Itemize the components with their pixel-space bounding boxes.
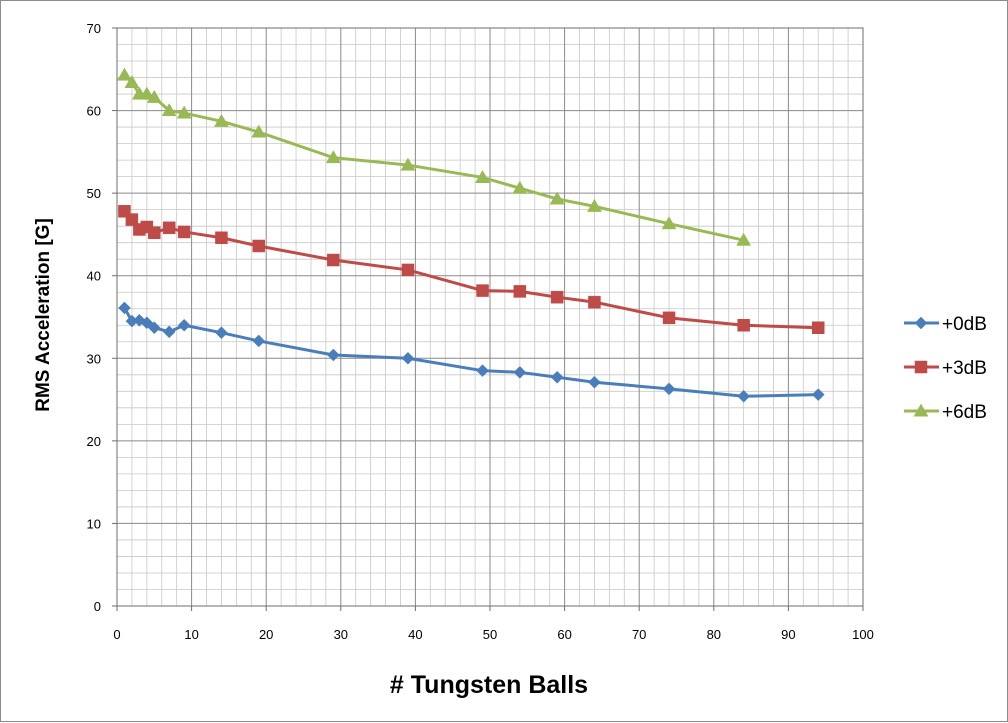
legend-label: +3dB <box>942 358 987 379</box>
x-tick-label: 50 <box>483 627 497 642</box>
x-tick-label: 20 <box>259 627 273 642</box>
data-point <box>214 113 229 127</box>
data-point <box>513 285 527 298</box>
data-point <box>118 301 131 315</box>
data-point <box>146 89 162 103</box>
data-point <box>147 321 161 335</box>
x-tick-label: 100 <box>852 627 874 642</box>
x-tick-label: 60 <box>557 627 571 642</box>
data-point <box>162 221 176 235</box>
series-line <box>123 74 744 242</box>
data-point <box>588 295 601 309</box>
x-tick-label: 10 <box>184 627 198 642</box>
data-point <box>811 321 825 334</box>
data-point <box>401 351 415 365</box>
legend-item: +6dB <box>904 402 987 423</box>
legend-marker <box>913 403 929 417</box>
x-tick-label: 40 <box>408 627 422 642</box>
legend-marker <box>914 360 928 374</box>
legend: +0dB +3dB +6dB <box>904 314 987 423</box>
legend-item: +3dB <box>904 358 987 379</box>
data-point <box>476 284 489 297</box>
grid <box>116 27 864 607</box>
data-point <box>550 370 564 384</box>
y-tick-label: 40 <box>87 269 101 284</box>
y-tick-label: 30 <box>87 351 101 366</box>
data-point <box>215 326 228 340</box>
data-point <box>476 364 489 378</box>
data-point <box>512 180 528 194</box>
tick-labels: 0 10 20 30 40 50 60 70 80 90 100 0 10 20 30 40 50 60 70 <box>87 21 874 642</box>
data-point <box>252 239 265 253</box>
data-point <box>176 105 192 119</box>
data-point <box>161 103 177 117</box>
data-point <box>662 311 676 325</box>
data-point <box>140 316 154 330</box>
series-square <box>118 205 825 334</box>
data-point <box>588 375 601 389</box>
x-axis-title: # Tungsten Balls <box>390 671 588 699</box>
data-point <box>215 231 228 244</box>
y-tick-label: 0 <box>94 599 101 614</box>
x-tick-label: 90 <box>781 627 795 642</box>
data-point <box>162 325 176 339</box>
data-point <box>811 388 825 401</box>
data-point <box>124 74 140 88</box>
data-point <box>513 365 527 379</box>
series-triangle <box>117 67 752 246</box>
y-tick-label: 70 <box>87 21 101 36</box>
data-point <box>587 198 602 212</box>
x-tick-label: 70 <box>632 627 646 642</box>
data-point <box>400 157 416 171</box>
y-tick-label: 60 <box>87 104 101 119</box>
series-diamond <box>118 301 825 403</box>
data-point <box>736 232 752 246</box>
series-group <box>117 67 825 403</box>
data-point <box>737 319 750 332</box>
data-point <box>401 263 415 277</box>
data-point <box>327 253 340 267</box>
y-tick-label: 20 <box>87 434 101 449</box>
data-point <box>475 169 490 183</box>
x-tick-label: 0 <box>113 627 120 642</box>
y-tick-label: 10 <box>87 516 101 531</box>
data-point <box>325 150 341 164</box>
legend-label: +6dB <box>942 402 987 423</box>
data-point <box>125 213 139 226</box>
x-tick-label: 80 <box>707 627 721 642</box>
data-point <box>117 67 132 81</box>
x-tick-label: 30 <box>334 627 348 642</box>
data-point <box>550 290 564 304</box>
data-point <box>326 348 340 362</box>
legend-label: +0dB <box>942 314 987 335</box>
data-point <box>252 334 266 348</box>
data-point <box>148 226 161 240</box>
y-axis-title: RMS Acceleration [G] <box>33 218 54 412</box>
data-point <box>549 191 565 205</box>
data-point <box>177 318 191 332</box>
data-point <box>251 124 267 138</box>
data-point <box>737 389 750 403</box>
data-point <box>139 86 155 100</box>
legend-marker <box>914 316 928 330</box>
data-point <box>661 216 677 230</box>
data-point <box>177 225 191 239</box>
y-tick-label: 50 <box>87 186 101 201</box>
legend-item: +0dB <box>904 314 987 335</box>
axes <box>112 27 864 611</box>
data-point <box>662 382 676 396</box>
